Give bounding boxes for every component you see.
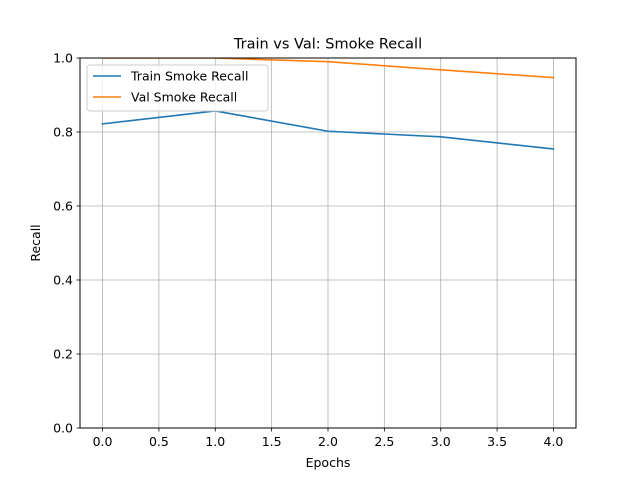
y-tick-label: 1.0 [53,51,73,66]
grid [80,57,576,429]
x-tick-label: 2.5 [374,434,394,449]
y-tick-label: 0.2 [53,347,73,362]
series-line-val [101,58,555,79]
x-tick-label: 0.0 [93,434,113,449]
legend-label-train: Train Smoke Recall [130,69,248,84]
x-tick-label: 4.0 [544,434,564,449]
x-axis-label: Epochs [306,455,351,470]
y-tick-label: 0.6 [53,199,73,214]
x-tick-label: 0.5 [149,434,169,449]
y-tick-label: 0.4 [53,273,73,288]
x-tick-label: 3.0 [431,434,451,449]
series-lines [101,58,555,150]
x-tick-label: 3.5 [487,434,507,449]
x-tick-label: 2.0 [318,434,338,449]
legend-label-val: Val Smoke Recall [131,90,237,105]
legend-box [86,64,269,112]
x-tick-label: 1.5 [262,434,282,449]
legend: Train Smoke Recall Val Smoke Recall [86,64,269,112]
y-tick-label: 0.0 [53,421,73,436]
x-tick-label: 1.0 [205,434,225,449]
chart-title: Train vs Val: Smoke Recall [233,37,422,53]
y-axis-label: Recall [28,224,43,261]
y-tick-label: 0.8 [53,125,73,140]
series-line-train [101,110,555,150]
axis-ticks: 0.0 0.5 1.0 1.5 2.0 2.5 3.0 3.5 4.0 0.0 0.2 0.4 0.6 0… [53,51,563,450]
